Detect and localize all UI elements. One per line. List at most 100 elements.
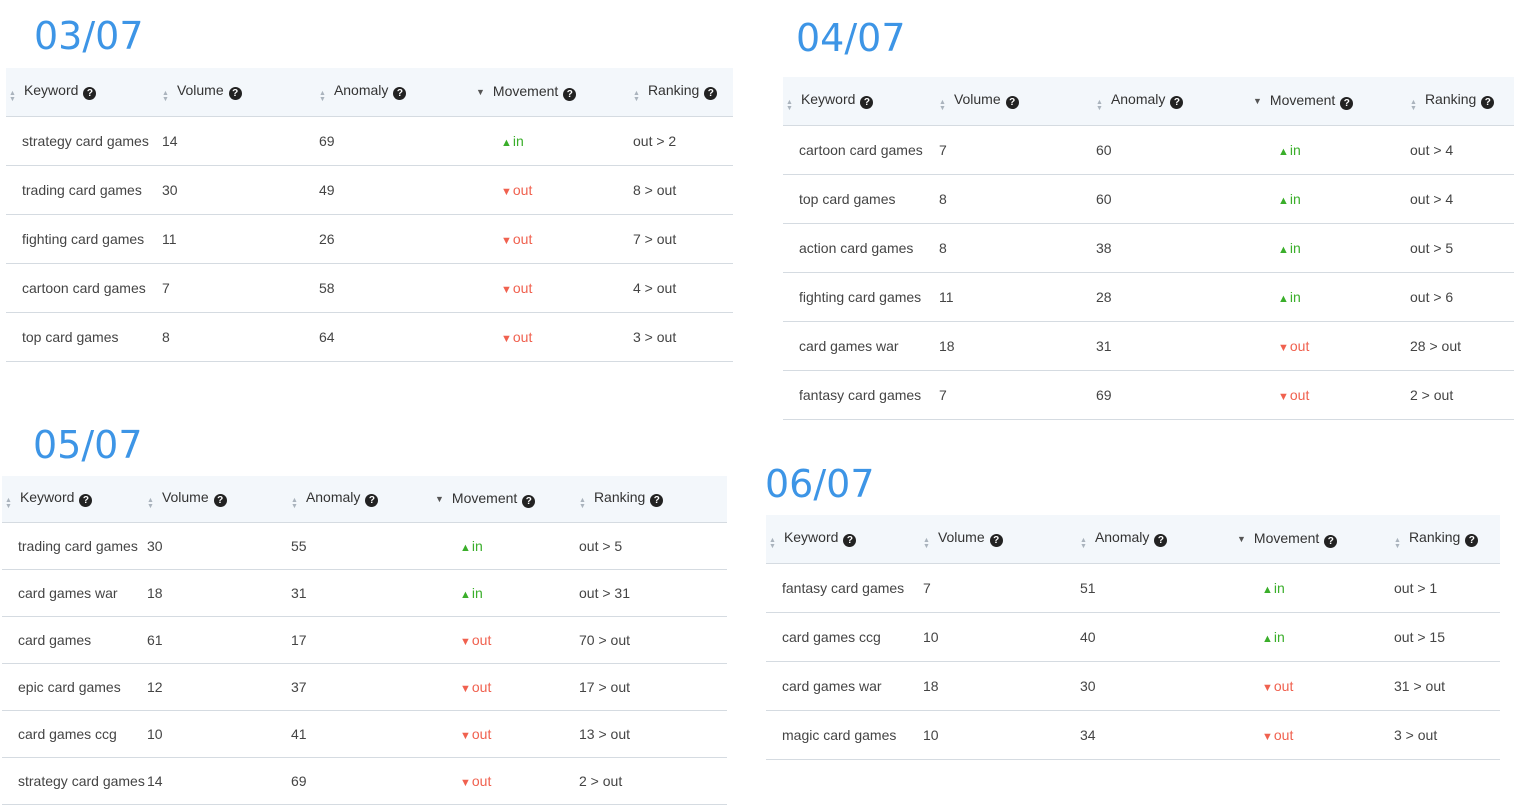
column-header-volume[interactable]: ▲ ▼ Volume?	[939, 77, 1096, 126]
movement-indicator: ▲in	[1278, 289, 1301, 305]
table-row[interactable]: strategy card games 14 69 ▲in out > 2	[6, 116, 733, 166]
cell-movement: ▼out	[476, 214, 633, 264]
column-header-anomaly[interactable]: ▲ ▼ Anomaly?	[291, 476, 435, 523]
date-heading: 03/07	[34, 14, 144, 58]
help-icon[interactable]: ?	[1340, 97, 1354, 110]
column-header-volume[interactable]: ▲ ▼ Volume?	[162, 68, 319, 117]
sort-icon[interactable]: ▲ ▼	[923, 536, 930, 550]
cell-anomaly: 26	[319, 214, 476, 264]
table-row[interactable]: cartoon card games 7 60 ▲in out > 4	[783, 125, 1514, 175]
help-icon[interactable]: ?	[1170, 95, 1184, 109]
sort-desc-icon[interactable]: ▼	[476, 87, 485, 97]
help-icon[interactable]: ?	[79, 493, 93, 507]
cell-movement: ▼out	[435, 757, 579, 805]
sort-icon[interactable]: ▲ ▼	[633, 89, 640, 103]
column-header-ranking[interactable]: ▲ ▼ Ranking?	[633, 68, 733, 117]
column-header-volume[interactable]: ▲ ▼ Volume?	[923, 515, 1080, 564]
table-row[interactable]: magic card games 10 34 ▼out 3 > out	[766, 710, 1500, 760]
help-icon[interactable]: ?	[563, 88, 577, 101]
help-icon[interactable]: ?	[1465, 533, 1479, 547]
sort-icon[interactable]: ▲ ▼	[5, 496, 12, 510]
column-header-movement[interactable]: ▼ Movement?	[1237, 515, 1394, 564]
help-icon[interactable]: ?	[860, 95, 874, 109]
column-header-anomaly[interactable]: ▲ ▼ Anomaly?	[1080, 515, 1237, 564]
cell-ranking: out > 1	[1394, 563, 1500, 613]
sort-icon[interactable]: ▲ ▼	[291, 496, 298, 510]
cell-ranking: 8 > out	[633, 165, 733, 215]
table-row[interactable]: epic card games 12 37 ▼out 17 > out	[2, 663, 727, 711]
table-row[interactable]: top card games 8 60 ▲in out > 4	[783, 174, 1514, 224]
column-header-movement[interactable]: ▼ Movement?	[476, 68, 633, 117]
table-row[interactable]: fantasy card games 7 51 ▲in out > 1	[766, 563, 1500, 613]
cell-volume: 30	[162, 165, 319, 215]
sort-icon[interactable]: ▲ ▼	[1096, 98, 1103, 112]
table-row[interactable]: card games ccg 10 40 ▲in out > 15	[766, 612, 1500, 662]
help-icon[interactable]: ?	[989, 533, 1003, 547]
column-header-anomaly[interactable]: ▲ ▼ Anomaly?	[319, 68, 476, 117]
help-icon[interactable]: ?	[843, 533, 857, 547]
table-row[interactable]: top card games 8 64 ▼out 3 > out	[6, 312, 733, 362]
column-header-movement[interactable]: ▼ Movement?	[1253, 77, 1410, 126]
cell-ranking: 13 > out	[579, 710, 727, 758]
table-row[interactable]: cartoon card games 7 58 ▼out 4 > out	[6, 263, 733, 313]
sort-icon[interactable]: ▲ ▼	[786, 98, 793, 112]
column-header-anomaly[interactable]: ▲ ▼ Anomaly?	[1096, 77, 1253, 126]
sort-icon[interactable]: ▲ ▼	[769, 536, 776, 550]
table-row[interactable]: trading card games 30 49 ▼out 8 > out	[6, 165, 733, 215]
table-header-row: ▲ ▼ Keyword? ▲ ▼ Volume? ▲ ▼ Anomaly? ▼ Movement? ▲…	[2, 476, 727, 523]
column-header-label: Ranking	[1408, 528, 1461, 545]
sort-desc-icon[interactable]: ▼	[1253, 96, 1262, 106]
help-icon[interactable]: ?	[704, 86, 718, 100]
table-row[interactable]: card games war 18 31 ▼out 28 > out	[783, 321, 1514, 371]
help-icon[interactable]: ?	[1154, 533, 1168, 547]
column-header-label: Volume	[161, 488, 209, 505]
help-icon[interactable]: ?	[1481, 95, 1495, 109]
help-icon[interactable]: ?	[650, 493, 664, 507]
help-icon[interactable]: ?	[228, 86, 242, 100]
column-header-keyword[interactable]: ▲ ▼ Keyword?	[6, 68, 162, 117]
date-heading: 04/07	[796, 16, 906, 60]
help-icon[interactable]: ?	[393, 86, 407, 100]
help-icon[interactable]: ?	[522, 495, 536, 508]
table-row[interactable]: strategy card games 14 69 ▼out 2 > out	[2, 757, 727, 805]
cell-keyword: top card games	[6, 312, 162, 362]
table-row[interactable]: card games war 18 30 ▼out 31 > out	[766, 661, 1500, 711]
sort-desc-icon[interactable]: ▼	[1237, 534, 1246, 544]
table-row[interactable]: card games war 18 31 ▲in out > 31	[2, 569, 727, 617]
column-header-keyword[interactable]: ▲ ▼ Keyword?	[783, 77, 939, 126]
triangle-down-icon: ▼	[501, 235, 512, 247]
help-icon[interactable]: ?	[83, 86, 97, 100]
table-row[interactable]: fighting card games 11 28 ▲in out > 6	[783, 272, 1514, 322]
help-icon[interactable]: ?	[1324, 535, 1338, 548]
table-row[interactable]: fighting card games 11 26 ▼out 7 > out	[6, 214, 733, 264]
table-row[interactable]: card games ccg 10 41 ▼out 13 > out	[2, 710, 727, 758]
table-row[interactable]: action card games 8 38 ▲in out > 5	[783, 223, 1514, 273]
sort-icon[interactable]: ▲ ▼	[319, 89, 326, 103]
cell-keyword: strategy card games	[2, 757, 147, 805]
cell-movement: ▲in	[1253, 272, 1410, 322]
table-row[interactable]: fantasy card games 7 69 ▼out 2 > out	[783, 370, 1514, 420]
help-icon[interactable]: ?	[1005, 95, 1019, 109]
sort-icon[interactable]: ▲ ▼	[1080, 536, 1087, 550]
help-icon[interactable]: ?	[365, 493, 379, 507]
cell-ranking: 3 > out	[633, 312, 733, 362]
sort-icon[interactable]: ▲ ▼	[939, 98, 946, 112]
sort-icon[interactable]: ▲ ▼	[1394, 536, 1401, 550]
help-icon[interactable]: ?	[213, 493, 227, 507]
sort-desc-icon[interactable]: ▼	[435, 494, 444, 504]
sort-icon[interactable]: ▲ ▼	[9, 89, 16, 103]
column-header-keyword[interactable]: ▲ ▼ Keyword?	[766, 515, 923, 564]
column-header-volume[interactable]: ▲ ▼ Volume?	[147, 476, 291, 523]
column-header-ranking[interactable]: ▲ ▼ Ranking?	[1410, 77, 1514, 126]
sort-icon[interactable]: ▲ ▼	[147, 496, 154, 510]
sort-icon[interactable]: ▲ ▼	[579, 496, 586, 510]
column-header-ranking[interactable]: ▲ ▼ Ranking?	[579, 476, 727, 523]
column-header-keyword[interactable]: ▲ ▼ Keyword?	[2, 476, 147, 523]
sort-icon[interactable]: ▲ ▼	[162, 89, 169, 103]
column-header-ranking[interactable]: ▲ ▼ Ranking?	[1394, 515, 1500, 564]
column-header-movement[interactable]: ▼ Movement?	[435, 476, 579, 523]
movement-indicator: ▲in	[460, 585, 483, 601]
sort-icon[interactable]: ▲ ▼	[1410, 98, 1417, 112]
table-row[interactable]: card games 61 17 ▼out 70 > out	[2, 616, 727, 664]
table-row[interactable]: trading card games 30 55 ▲in out > 5	[2, 522, 727, 570]
